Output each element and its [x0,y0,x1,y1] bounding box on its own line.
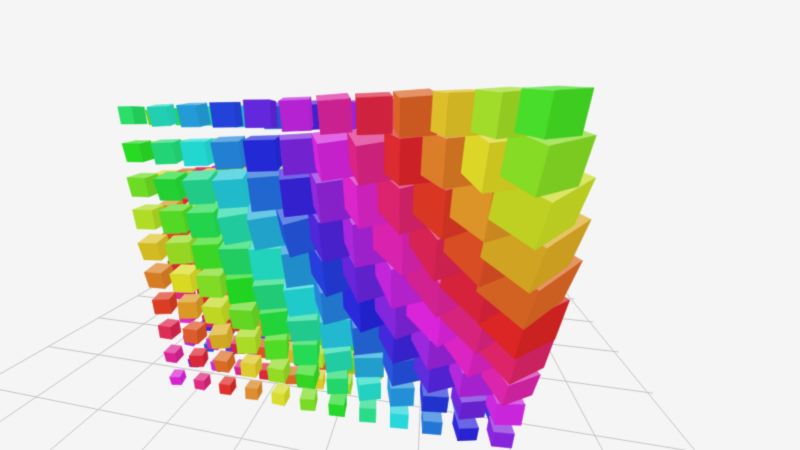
3d-viewport [0,0,800,450]
3d-scene-canvas[interactable] [0,0,800,450]
